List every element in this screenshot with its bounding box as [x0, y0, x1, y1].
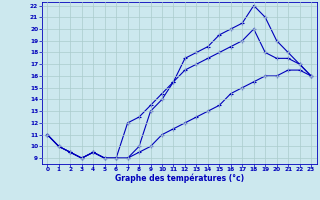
X-axis label: Graphe des températures (°c): Graphe des températures (°c)	[115, 174, 244, 183]
